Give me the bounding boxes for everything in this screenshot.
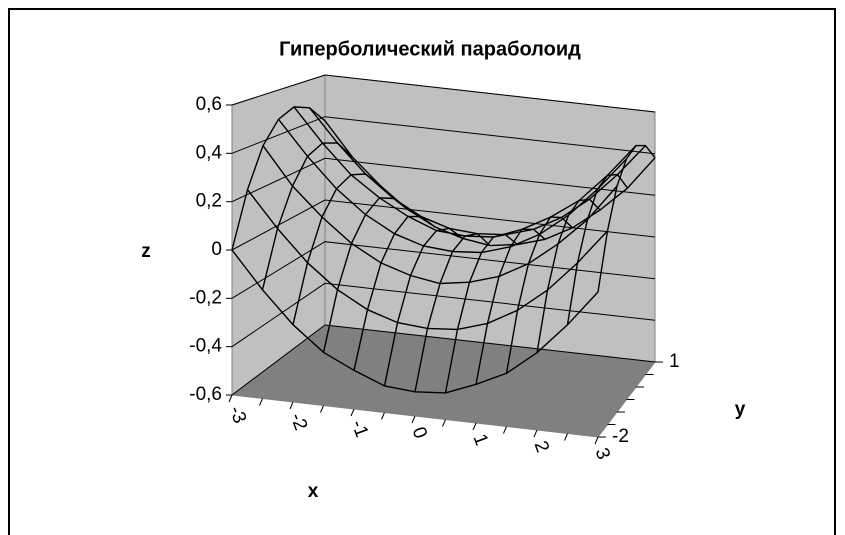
y-tick-label: -2 <box>612 426 629 447</box>
surface-column <box>475 228 546 385</box>
x-tick <box>320 405 324 413</box>
y-tick-label: 1 <box>669 351 680 372</box>
grid-line <box>231 157 656 203</box>
grid-line <box>231 241 656 299</box>
x-tick <box>442 419 446 427</box>
x-tick <box>472 422 477 431</box>
z-tick-label: -0,2 <box>189 287 222 308</box>
grid-line <box>231 116 656 155</box>
x-tick <box>350 408 355 417</box>
surface-column <box>353 215 436 371</box>
chart-title: Гиперболический параболоид <box>279 38 581 60</box>
z-tick-label: 0,2 <box>196 191 222 212</box>
z-tick-label: 0 <box>211 239 222 260</box>
x-tick <box>411 415 416 424</box>
z-tick-label: 0,6 <box>196 94 222 115</box>
surface-column <box>231 106 326 251</box>
z-tick-label: 0,4 <box>196 142 223 163</box>
grid-line <box>231 74 656 113</box>
surface-column <box>505 216 573 374</box>
surface-column <box>536 198 601 353</box>
x-tick <box>533 429 538 438</box>
grid-line <box>231 324 656 396</box>
x-tick <box>564 433 568 441</box>
surface-column <box>261 142 353 290</box>
z-tick-label: -0,4 <box>189 336 222 357</box>
surface-column <box>322 197 408 353</box>
surface-column <box>292 173 381 325</box>
x-tick <box>228 394 233 403</box>
surface-column <box>414 232 491 392</box>
x-tick-label: -1 <box>347 417 373 440</box>
surface-column <box>597 144 656 293</box>
surface-column <box>566 173 629 325</box>
x-tick <box>503 426 507 434</box>
x-axis-label: x <box>308 481 319 502</box>
x-tick-label: -2 <box>286 410 312 433</box>
y-axis-label: y <box>735 399 746 420</box>
surface-column <box>444 233 518 394</box>
surface-column <box>383 227 463 387</box>
x-tick <box>381 412 385 420</box>
x-tick <box>259 398 263 406</box>
z-axis-label: z <box>141 241 151 262</box>
x-tick <box>289 401 294 410</box>
z-tick-label: -0,6 <box>189 384 222 405</box>
x-tick-label: -3 <box>225 403 251 426</box>
x-tick <box>594 436 599 445</box>
